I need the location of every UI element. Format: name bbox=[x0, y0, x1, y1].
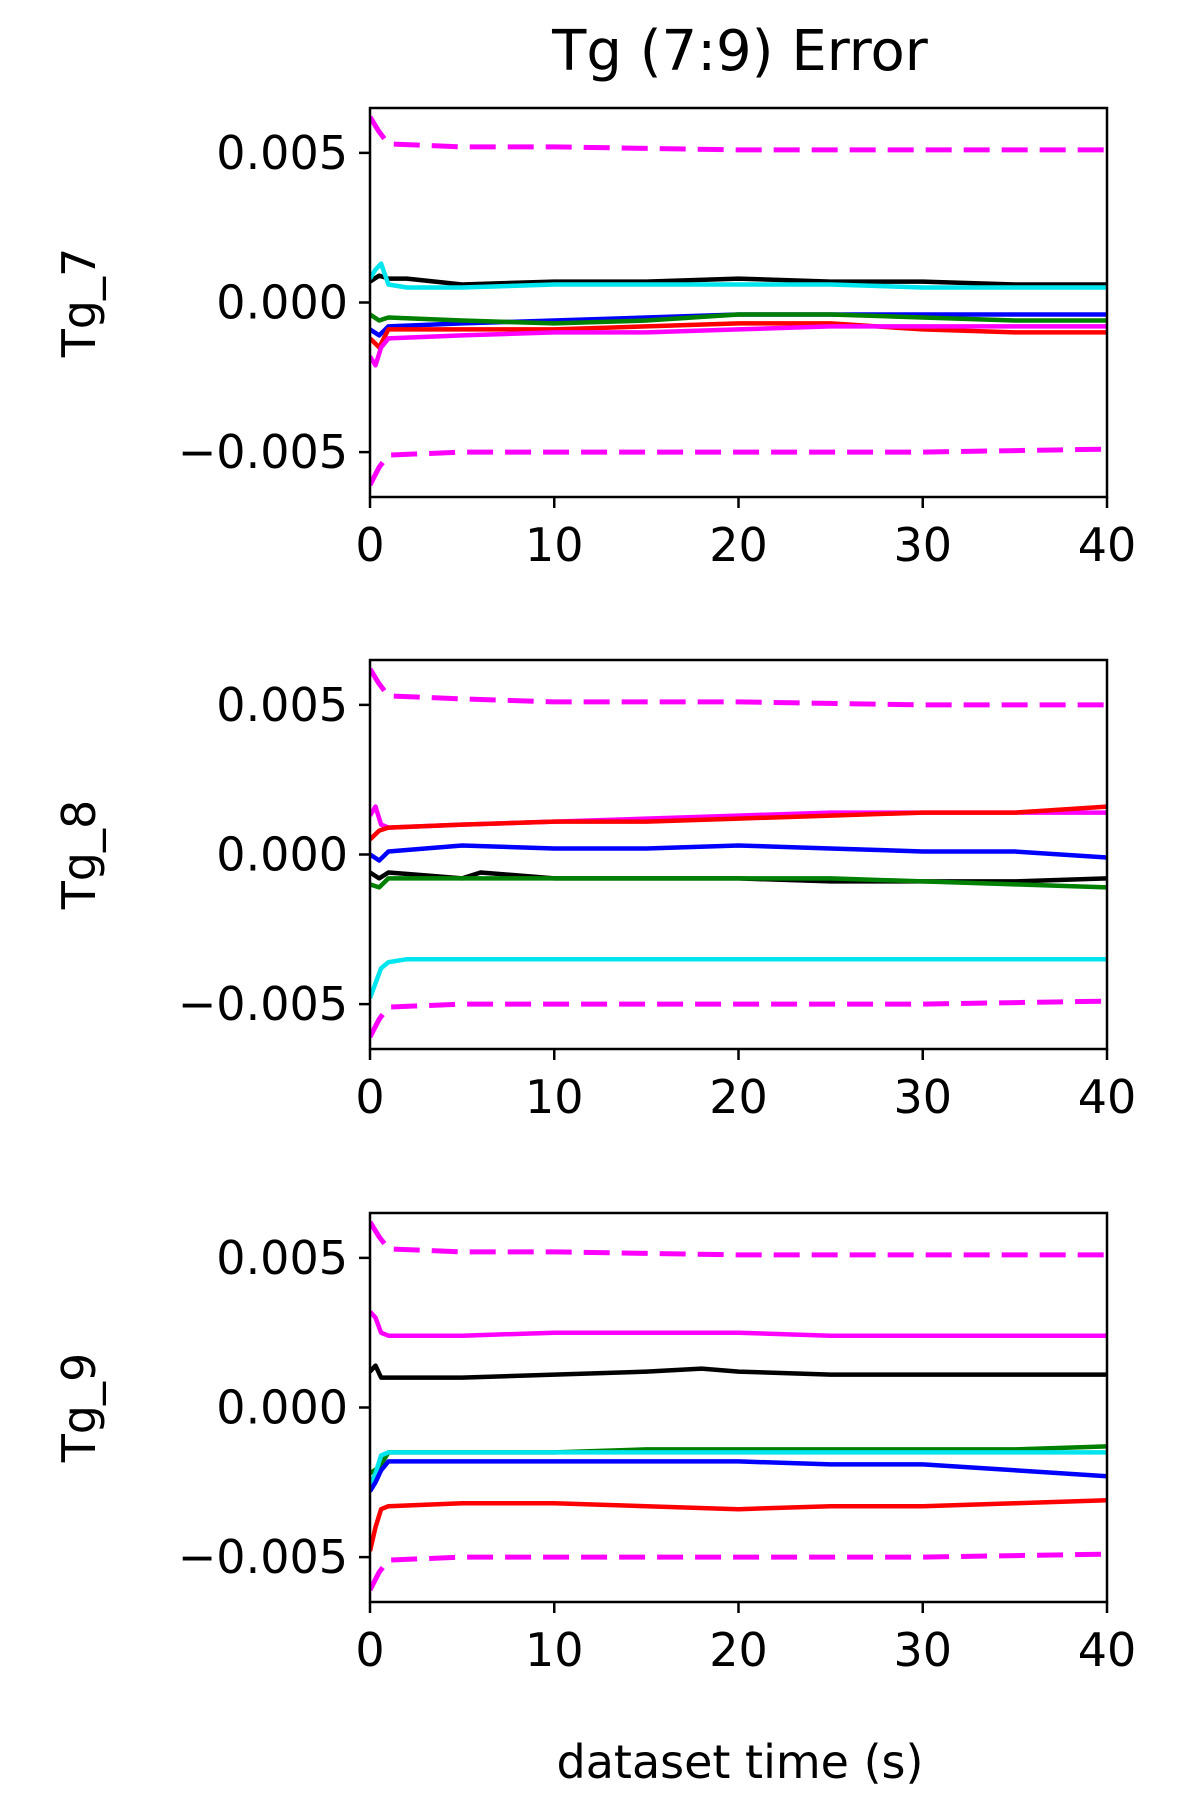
threshold-line bbox=[370, 1220, 1107, 1258]
chart-title: Tg (7:9) Error bbox=[551, 19, 929, 84]
y-tick-label: 0.000 bbox=[216, 1381, 348, 1435]
x-axis-label: dataset time (s) bbox=[557, 1735, 924, 1789]
x-tick-label: 0 bbox=[355, 1070, 384, 1124]
x-tick-label: 10 bbox=[525, 518, 584, 572]
y-tick-label: −0.005 bbox=[178, 977, 348, 1031]
panel-1: 0 10 20 30 40 0.005 0.000 −0.005 Tg_7 bbox=[52, 106, 1137, 572]
x-tick-label: 10 bbox=[525, 1623, 584, 1677]
x-tick-label: 20 bbox=[709, 518, 768, 572]
x-tick-label: 30 bbox=[893, 1623, 952, 1677]
series-line bbox=[370, 1459, 1107, 1493]
series-line bbox=[370, 321, 1107, 350]
x-tick-label: 20 bbox=[709, 1070, 768, 1124]
threshold-line bbox=[370, 998, 1107, 1039]
y-axis-label: Tg_7 bbox=[52, 248, 106, 359]
series-line bbox=[370, 1450, 1107, 1487]
y-tick-label: 0.005 bbox=[216, 126, 348, 180]
threshold-line bbox=[370, 446, 1107, 487]
x-tick-label: 10 bbox=[525, 1070, 584, 1124]
series-line bbox=[370, 324, 1107, 368]
series-line bbox=[370, 312, 1107, 338]
series-group bbox=[370, 667, 1107, 1039]
series-line bbox=[370, 843, 1107, 863]
x-tick-label: 30 bbox=[893, 518, 952, 572]
x-tick-label: 40 bbox=[1078, 1070, 1137, 1124]
series-line bbox=[370, 261, 1107, 290]
y-axis-label: Tg_9 bbox=[52, 1353, 106, 1464]
series-line bbox=[370, 1444, 1107, 1476]
series-line bbox=[370, 1310, 1107, 1338]
x-tick-label: 0 bbox=[355, 1623, 384, 1677]
y-tick-label: 0.000 bbox=[216, 276, 348, 330]
y-tick-label: 0.000 bbox=[216, 828, 348, 882]
y-tick-label: 0.005 bbox=[216, 678, 348, 732]
threshold-line bbox=[370, 667, 1107, 708]
series-line bbox=[370, 804, 1107, 842]
panel-3: 0 10 20 30 40 0.005 0.000 −0.005 Tg_9 bbox=[52, 1211, 1137, 1677]
series-line bbox=[370, 1363, 1107, 1380]
y-tick-label: −0.005 bbox=[178, 1530, 348, 1584]
series-group bbox=[370, 1220, 1107, 1592]
series-line bbox=[370, 312, 1107, 326]
y-axis-label: Tg_8 bbox=[52, 800, 106, 911]
threshold-line bbox=[370, 1551, 1107, 1592]
x-tick-label: 30 bbox=[893, 1070, 952, 1124]
x-tick-label: 0 bbox=[355, 518, 384, 572]
series-group bbox=[370, 115, 1107, 487]
threshold-line bbox=[370, 115, 1107, 153]
series-line bbox=[370, 1498, 1107, 1552]
series-line bbox=[370, 876, 1107, 890]
panel-2: 0 10 20 30 40 0.005 0.000 −0.005 Tg_8 bbox=[52, 658, 1137, 1124]
series-line bbox=[370, 956, 1107, 999]
x-tick-label: 40 bbox=[1078, 1623, 1137, 1677]
y-tick-label: −0.005 bbox=[178, 425, 348, 479]
x-tick-label: 20 bbox=[709, 1623, 768, 1677]
y-tick-label: 0.005 bbox=[216, 1231, 348, 1285]
x-tick-label: 40 bbox=[1078, 518, 1137, 572]
